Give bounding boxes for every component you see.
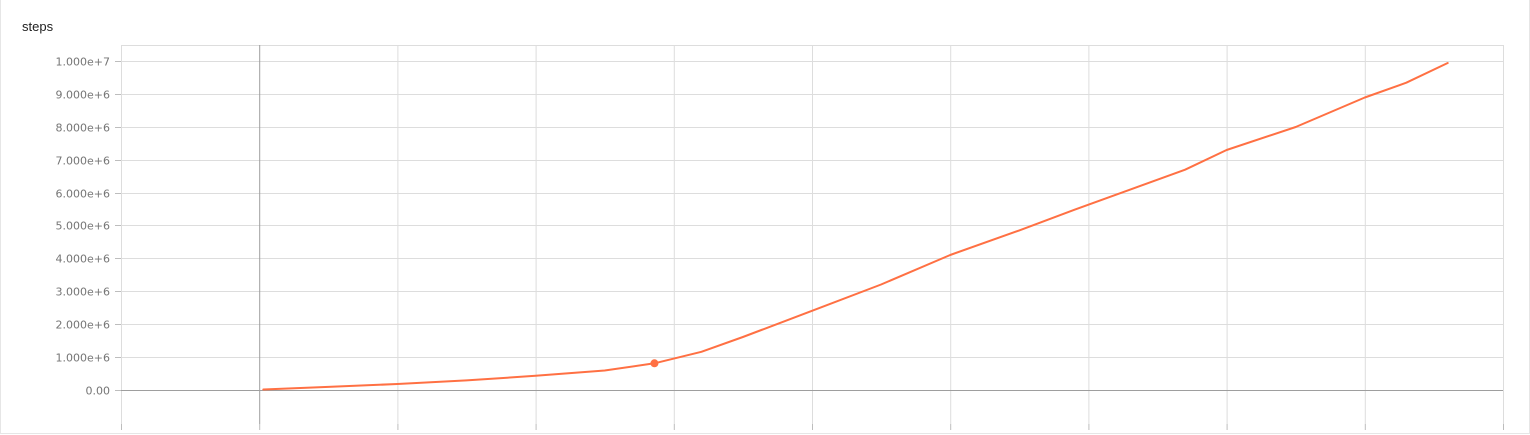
axes-layer (121, 45, 1503, 424)
y-tick-label: 3.000e+6 (56, 286, 110, 299)
y-tick-label: 1.000e+7 (56, 56, 110, 69)
series-line (262, 62, 1449, 391)
y-tick-label: 9.000e+6 (56, 89, 110, 102)
tick-labels: 0.00 1.000e+6 2.000e+6 3.000e+6 4.000e+6 5.00… (56, 56, 110, 398)
y-tick-label: 7.000e+6 (56, 155, 110, 168)
y-tick-label: 4.000e+6 (56, 253, 110, 266)
y-tick-label: 2.000e+6 (56, 319, 110, 332)
y-tick-label: 8.000e+6 (56, 122, 110, 135)
highlighted-point (650, 359, 659, 368)
y-tick-label: 5.000e+6 (56, 220, 110, 233)
grid-layer (115, 45, 1504, 430)
y-tick-label: 0.00 (86, 385, 111, 398)
y-tick-label: 6.000e+6 (56, 188, 110, 201)
series-layer (262, 62, 1449, 391)
chart-title: steps (22, 19, 54, 34)
y-tick-label: 1.000e+6 (56, 352, 110, 365)
